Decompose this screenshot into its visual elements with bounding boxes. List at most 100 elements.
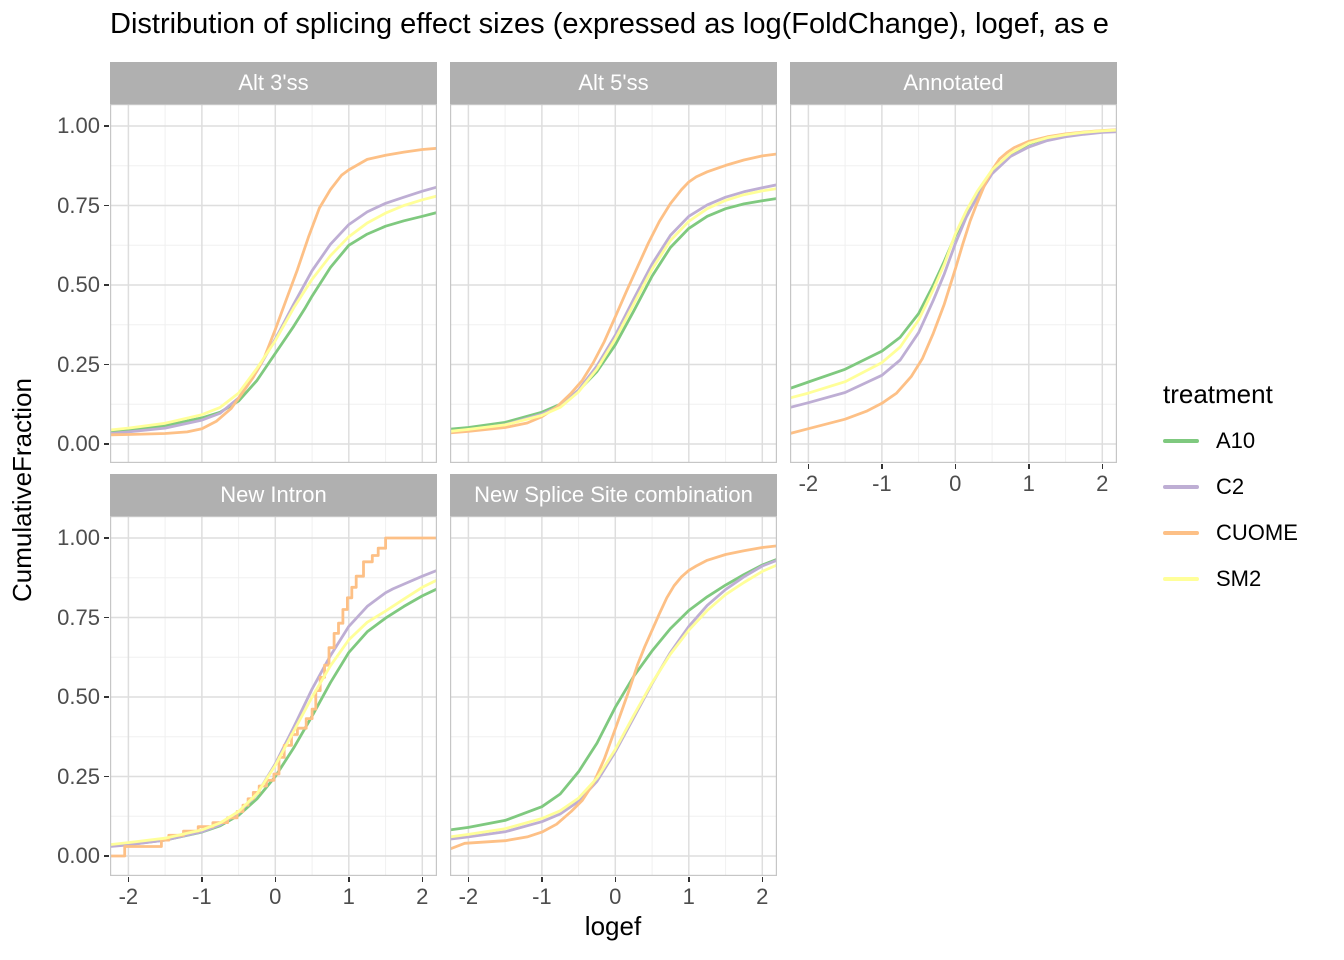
x-tick-label: -1 [192, 884, 212, 909]
legend-title: treatment [1163, 379, 1273, 409]
y-tick-label: 0.75 [57, 604, 100, 630]
series-line-c2 [450, 558, 777, 841]
series-line-c2 [110, 569, 437, 848]
panel-canvas-new-splice-site-combination [450, 516, 777, 876]
y-tick-label: 1.00 [57, 525, 100, 550]
facet-strip-alt-3-ss: Alt 3'ss [110, 62, 437, 104]
y-tick-label: 0.75 [57, 192, 100, 218]
plot-title: Distribution of splicing effect sizes (e… [110, 8, 1109, 40]
x-tick-mark [127, 877, 130, 882]
x-tick-mark [421, 877, 424, 882]
x-tick-label: -2 [458, 884, 479, 909]
gridlines-major [110, 104, 437, 463]
facet-annotated: Annotated [790, 62, 1117, 463]
facet-strip-annotated: Annotated [790, 62, 1117, 104]
series-line-cuome [790, 128, 1117, 435]
y-tick-label: 0.00 [57, 431, 100, 456]
legend-key-sm2 [1163, 577, 1199, 581]
y-tick-mark [104, 775, 109, 778]
x-tick-mark [688, 877, 690, 882]
y-tick-label: 0.50 [57, 684, 100, 709]
gridlines-minor [110, 516, 437, 876]
gridlines-minor [790, 104, 1117, 463]
panel-border [450, 516, 777, 876]
x-tick-mark [614, 877, 617, 882]
legend-item-sm2: SM2 [1163, 564, 1343, 594]
x-tick-mark [1101, 464, 1104, 469]
gridlines-major [450, 516, 777, 876]
legend-label-cuome: CUOME [1216, 520, 1298, 545]
y-tick-label: 0.25 [57, 351, 100, 377]
facet-alt-3-ss: Alt 3'ss [110, 62, 437, 463]
series-line-c2 [450, 183, 777, 434]
series-line-c2 [110, 185, 437, 435]
facet-new-splice-site-combination: New Splice Site combination [450, 474, 777, 876]
x-tick-label: 2 [416, 884, 429, 909]
x-tick-label: 0 [269, 884, 282, 909]
legend-label-c2: C2 [1216, 474, 1245, 499]
panel-canvas-annotated [790, 104, 1117, 463]
x-tick-label: 0 [609, 884, 622, 909]
legend-items: A10 C2 CUOME SM2 [1163, 426, 1343, 594]
y-tick-mark [104, 204, 109, 207]
x-tick-label: 2 [1096, 471, 1109, 496]
x-tick-label: -2 [798, 471, 819, 496]
y-tick-mark [104, 696, 109, 698]
x-tick-mark [761, 877, 764, 882]
legend: treatment A10 C2 CUOME SM2 [1163, 378, 1343, 594]
y-tick-mark [104, 443, 109, 445]
y-tick-label: 1.00 [57, 113, 100, 138]
y-tick-mark [104, 855, 109, 857]
gridlines-minor [450, 104, 777, 463]
x-tick-mark [1028, 464, 1030, 469]
y-axis-title: CumulativeFraction [7, 378, 37, 602]
y-tick-label: 0.00 [57, 843, 100, 868]
gridlines-major [790, 104, 1117, 463]
x-tick-label: -1 [872, 471, 892, 496]
y-tick-mark [104, 363, 109, 366]
y-tick-mark [104, 125, 109, 127]
legend-label-sm2: SM2 [1216, 566, 1262, 591]
y-tick-label: 0.25 [57, 763, 100, 789]
x-tick-mark [201, 877, 203, 882]
legend-item-a10: A10 [1163, 426, 1343, 456]
x-tick-label: -2 [118, 884, 139, 909]
series-line-sm2 [110, 578, 437, 846]
series-line-a10 [790, 129, 1117, 390]
x-tick-mark [348, 877, 350, 882]
series-line-c2 [790, 130, 1117, 409]
y-tick-mark [104, 284, 109, 286]
series-line-a10 [450, 557, 777, 832]
series-line-a10 [450, 197, 777, 431]
series-line-sm2 [450, 563, 777, 839]
x-tick-label: 2 [756, 884, 769, 909]
gridlines-major [110, 516, 437, 876]
x-tick-mark [274, 877, 277, 882]
series-line-cuome [110, 146, 437, 437]
panel-canvas-alt-5-ss [450, 104, 777, 463]
panel-canvas-new-intron [110, 516, 437, 876]
x-tick-label: 0 [949, 471, 962, 496]
gridlines-major [450, 104, 777, 463]
y-tick-mark [104, 537, 109, 539]
x-tick-label: 1 [342, 884, 355, 909]
x-tick-label: -1 [532, 884, 552, 909]
legend-key-cuome [1163, 531, 1199, 535]
panel-canvas-alt-3-ss [110, 104, 437, 463]
x-tick-mark [954, 464, 957, 469]
y-tick-label: 0.50 [57, 272, 100, 297]
facet-alt-5-ss: Alt 5'ss [450, 62, 777, 463]
facet-strip-alt-5-ss: Alt 5'ss [450, 62, 777, 104]
y-tick-mark [104, 616, 109, 619]
legend-key-c2 [1163, 485, 1199, 489]
facet-new-intron: New Intron [110, 474, 437, 876]
legend-item-cuome: CUOME [1163, 518, 1343, 548]
facet-strip-new-splice-site-combination: New Splice Site combination [450, 474, 777, 516]
x-axis-title: logef [584, 911, 642, 941]
series-line-a10 [110, 211, 437, 433]
x-tick-label: 1 [1022, 471, 1035, 496]
series-line-cuome [450, 544, 777, 851]
series-line-sm2 [110, 194, 437, 432]
x-tick-mark [541, 877, 543, 882]
